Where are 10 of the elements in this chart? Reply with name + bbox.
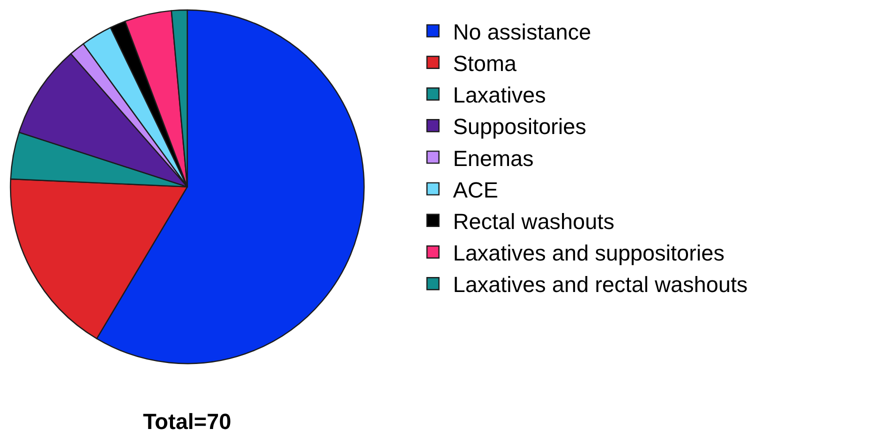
legend-label: Rectal washouts — [452, 208, 614, 234]
legend-label: Suppositories — [452, 114, 586, 140]
legend-label: Laxatives and suppositories — [452, 240, 724, 266]
legend-label: No assistance — [452, 19, 592, 44]
legend-label: Laxatives — [452, 82, 546, 108]
legend-label: Laxatives and rectal washouts — [452, 272, 748, 298]
legend-label: Stoma — [452, 50, 518, 76]
text: Total=70 — [143, 409, 232, 434]
legend-label: ACE — [452, 177, 498, 202]
legend-label: Enemas — [452, 146, 534, 171]
